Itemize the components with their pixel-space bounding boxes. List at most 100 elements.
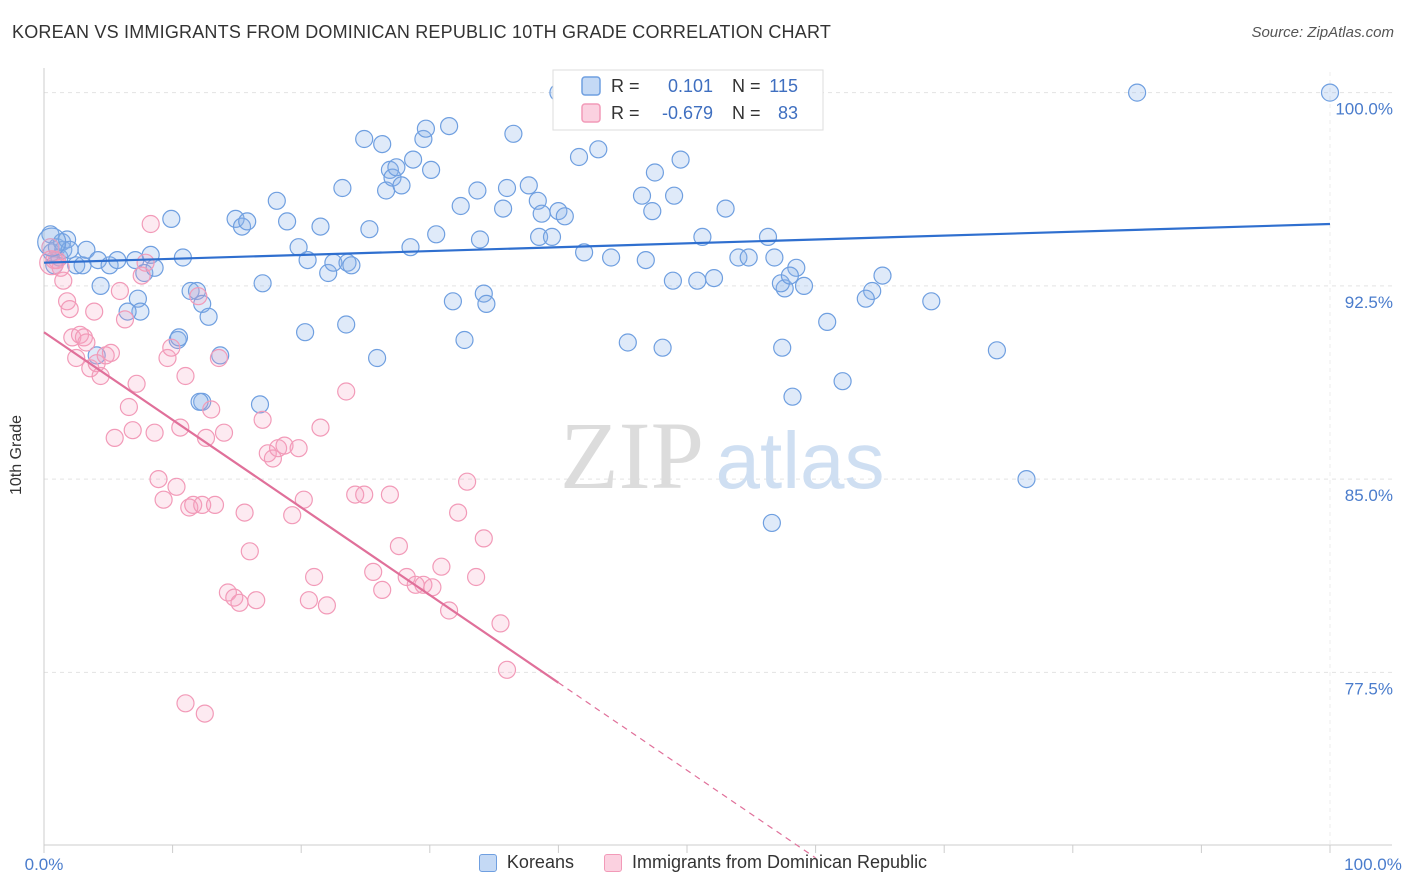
data-point	[663, 271, 683, 290]
data-point	[355, 485, 374, 504]
data-point	[247, 591, 266, 610]
data-point	[235, 503, 254, 522]
data-point	[765, 248, 784, 267]
trend-line	[43, 331, 560, 684]
data-point	[60, 300, 79, 319]
data-point	[263, 449, 282, 468]
data-point	[57, 230, 77, 249]
data-point	[115, 310, 135, 329]
trend-line	[43, 222, 1331, 264]
data-points	[37, 83, 1340, 723]
data-point	[169, 328, 189, 347]
data-point	[52, 233, 72, 252]
data-point	[449, 503, 468, 522]
data-point	[158, 348, 177, 368]
data-point	[205, 495, 225, 514]
axes	[43, 68, 1392, 853]
data-point	[729, 248, 748, 267]
data-point	[154, 490, 173, 509]
data-point	[497, 178, 517, 198]
x-tick-label: 100.0%	[1344, 855, 1402, 874]
data-point	[401, 238, 420, 257]
legend-swatch-dominican	[581, 103, 601, 123]
data-point	[267, 191, 286, 210]
data-point	[373, 580, 392, 600]
data-point	[671, 150, 690, 169]
data-point	[195, 704, 214, 723]
data-point	[85, 302, 104, 321]
data-point	[716, 199, 735, 218]
data-point	[542, 227, 562, 246]
data-point	[110, 281, 130, 301]
data-point	[360, 220, 379, 239]
data-point	[337, 382, 356, 401]
data-point	[317, 596, 336, 615]
data-point	[162, 209, 181, 228]
data-point	[101, 343, 121, 362]
data-point	[504, 124, 523, 143]
data-point	[762, 513, 781, 533]
y-tick-label: 77.5%	[1345, 679, 1393, 698]
data-point	[783, 387, 802, 406]
data-point	[818, 312, 837, 331]
data-point	[131, 302, 150, 321]
data-point	[443, 292, 462, 311]
data-point	[199, 307, 218, 326]
data-point	[688, 271, 707, 290]
y-axis-title: 10th Grade	[8, 414, 25, 496]
data-point	[299, 591, 318, 610]
data-point	[176, 694, 195, 713]
data-point	[289, 439, 308, 458]
data-point	[555, 207, 574, 226]
data-point	[532, 204, 551, 223]
data-point	[833, 372, 852, 391]
data-point	[432, 557, 451, 576]
data-point	[387, 158, 406, 177]
data-point	[1320, 83, 1340, 102]
data-point	[422, 160, 441, 179]
data-point	[569, 147, 589, 167]
data-point	[643, 202, 662, 221]
data-point	[618, 333, 637, 352]
data-point	[773, 338, 792, 357]
data-point	[149, 470, 168, 489]
data-point	[305, 567, 324, 587]
data-point	[601, 248, 621, 267]
legend-r-label: R =	[611, 103, 640, 123]
data-point	[119, 397, 138, 417]
data-point	[253, 274, 272, 293]
data-point	[404, 150, 423, 169]
data-point	[491, 614, 510, 633]
chart-title: KOREAN VS IMMIGRANTS FROM DOMINICAN REPU…	[12, 22, 832, 42]
data-point	[278, 212, 297, 231]
watermark-zip: ZIP	[560, 402, 704, 509]
data-point	[494, 199, 513, 218]
legend-n-label: N =	[732, 76, 761, 96]
data-point	[311, 217, 330, 236]
data-point	[141, 214, 160, 234]
data-point	[91, 276, 110, 295]
data-point	[758, 227, 778, 246]
data-point	[162, 338, 181, 357]
data-point	[497, 660, 517, 679]
data-point	[704, 269, 724, 288]
data-point	[238, 212, 257, 231]
data-point	[189, 287, 208, 306]
data-point	[258, 444, 277, 463]
data-point	[416, 119, 435, 138]
x-tick-label: 0.0%	[25, 855, 64, 874]
legend-swatch-koreans	[581, 76, 601, 96]
data-point	[253, 410, 272, 429]
legend-item-koreans: Koreans	[478, 852, 574, 873]
data-point	[232, 217, 252, 236]
tick-labels: 77.5% 85.0% 92.5% 100.0% 0.0% 100.0%	[25, 100, 1402, 874]
data-point	[468, 181, 487, 200]
data-point	[1127, 83, 1147, 102]
legend-label-koreans: Koreans	[506, 852, 574, 872]
data-point	[645, 163, 665, 182]
data-point	[470, 230, 490, 249]
data-point	[1017, 470, 1036, 489]
data-point	[693, 227, 712, 246]
data-point	[373, 135, 392, 154]
